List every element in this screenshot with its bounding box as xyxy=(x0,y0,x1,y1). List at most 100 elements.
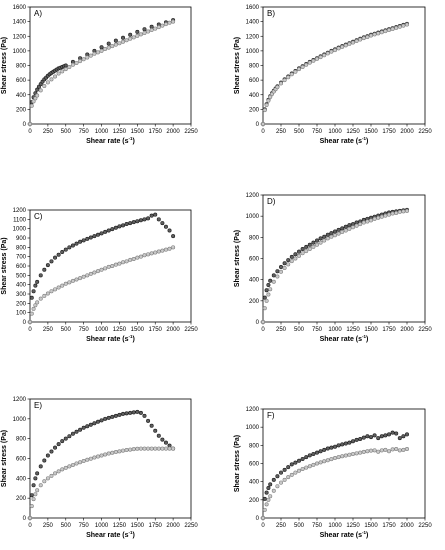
x-axis-label: Shear rate (s-1) xyxy=(86,530,135,539)
data-point xyxy=(131,447,136,452)
data-point xyxy=(49,77,54,82)
data-point xyxy=(92,455,97,460)
data-point xyxy=(63,247,68,252)
y-tick-label: 1100 xyxy=(13,217,27,223)
data-point xyxy=(146,418,151,423)
data-point xyxy=(304,244,309,249)
data-point xyxy=(45,80,50,85)
data-point xyxy=(106,451,111,456)
data-point xyxy=(365,219,370,224)
data-point xyxy=(386,212,391,217)
data-point xyxy=(106,45,111,50)
data-point xyxy=(70,462,75,467)
data-point xyxy=(121,411,126,416)
x-axis-label-superscript: -1 xyxy=(362,334,366,339)
data-point xyxy=(67,245,72,250)
data-point xyxy=(293,460,298,465)
data-point xyxy=(42,479,47,484)
data-point xyxy=(262,295,267,300)
data-point xyxy=(343,224,348,229)
x-tick-label: 0 xyxy=(261,523,265,529)
y-axis-label: Shear stress (Pa) xyxy=(1,430,8,487)
data-point xyxy=(85,424,90,429)
data-point xyxy=(63,63,68,68)
data-point xyxy=(67,64,72,69)
data-point xyxy=(74,461,79,466)
data-point xyxy=(278,470,283,475)
data-point xyxy=(29,103,34,108)
data-point xyxy=(383,213,388,218)
data-point xyxy=(354,451,359,456)
data-point xyxy=(60,69,65,74)
y-axis-label: Shear stress (Pa) xyxy=(234,230,241,287)
data-point xyxy=(142,27,147,32)
y-tick-label: 1000 xyxy=(246,49,260,55)
data-point xyxy=(318,236,323,241)
y-tick-label: 800 xyxy=(249,235,260,241)
data-point xyxy=(38,464,43,469)
data-point xyxy=(286,465,291,470)
x-axis-label-close: ) xyxy=(366,336,368,343)
data-point xyxy=(266,98,271,103)
data-point xyxy=(135,33,140,38)
x-tick-label: 2000 xyxy=(400,523,414,529)
x-tick-label: 750 xyxy=(79,523,90,529)
series-2 xyxy=(27,446,176,520)
data-point xyxy=(33,303,38,308)
panel-label: D) xyxy=(267,197,276,206)
x-tick-label: 1750 xyxy=(382,327,396,333)
data-point xyxy=(156,446,161,451)
data-point xyxy=(35,93,40,98)
data-point xyxy=(304,249,309,254)
data-point xyxy=(70,431,75,436)
series-1 xyxy=(27,18,176,127)
data-point xyxy=(286,475,291,480)
data-point xyxy=(322,447,327,452)
data-point xyxy=(99,267,104,272)
y-tick-label: 1200 xyxy=(13,34,27,40)
data-point xyxy=(70,243,75,248)
y-tick-label: 1400 xyxy=(13,20,27,26)
data-point xyxy=(95,269,100,274)
x-axis-label: Shear rate (s-1) xyxy=(86,136,135,145)
data-point xyxy=(149,213,154,218)
data-point xyxy=(361,449,366,454)
x-tick-label: 1750 xyxy=(149,327,163,333)
data-point xyxy=(266,486,271,491)
data-point xyxy=(124,38,129,43)
data-point xyxy=(153,250,158,255)
data-point xyxy=(401,23,406,28)
y-axis-label: Shear stress (Pa) xyxy=(234,435,241,492)
data-point xyxy=(85,457,90,462)
data-point xyxy=(78,276,83,281)
data-point xyxy=(271,488,276,493)
panel-label: F) xyxy=(267,411,275,420)
data-point xyxy=(33,96,38,101)
data-point xyxy=(31,497,36,502)
data-point xyxy=(29,311,34,316)
x-axis-label: Shear rate (s-1) xyxy=(320,530,369,539)
data-point xyxy=(282,467,287,472)
data-point xyxy=(314,461,319,466)
x-axis-label-text: Shear rate (s xyxy=(320,336,363,343)
data-point xyxy=(282,78,287,83)
x-tick-label: 1250 xyxy=(113,523,127,529)
x-tick-label: 2250 xyxy=(184,327,198,333)
data-point xyxy=(354,39,359,44)
data-point xyxy=(171,19,176,24)
y-tick-label: 400 xyxy=(16,476,27,482)
data-point xyxy=(304,465,309,470)
y-tick-label: 800 xyxy=(16,245,27,251)
y-tick-label: 1200 xyxy=(13,208,27,214)
data-point xyxy=(282,477,287,482)
x-tick-label: 500 xyxy=(294,327,305,333)
y-tick-label: 1200 xyxy=(246,193,260,199)
y-tick-label: 200 xyxy=(249,498,260,504)
data-point xyxy=(300,64,305,69)
data-point xyxy=(78,59,83,64)
x-tick-label: 0 xyxy=(28,523,32,529)
data-point xyxy=(81,57,86,62)
x-axis-label-text: Shear rate (s xyxy=(86,532,129,539)
data-point xyxy=(332,456,337,461)
y-tick-label: 100 xyxy=(16,311,27,317)
